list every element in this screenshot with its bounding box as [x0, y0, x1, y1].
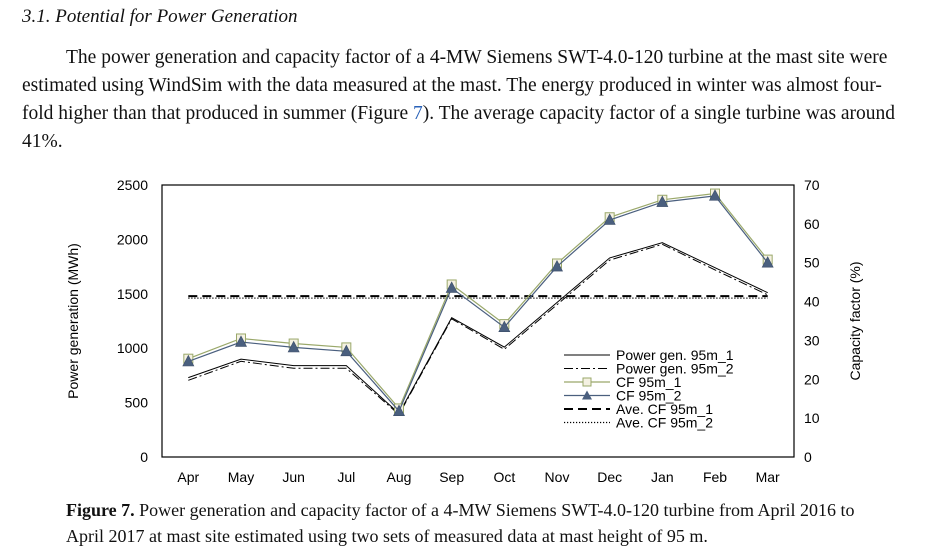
x-tick-label: Mar	[756, 469, 780, 485]
x-tick-label: Jul	[337, 469, 355, 485]
data-point-triangle	[235, 335, 247, 347]
figure-caption: Figure 7. Power generation and capacity …	[66, 497, 886, 549]
y-tick-label: 500	[125, 395, 149, 411]
x-tick-label: Apr	[177, 469, 199, 485]
data-point-triangle	[603, 213, 616, 225]
y2-tick-label: 10	[804, 410, 820, 426]
x-tick-label: Nov	[545, 469, 570, 485]
legend-marker-square	[582, 377, 592, 387]
body-paragraph: The power generation and capacity factor…	[22, 44, 912, 156]
y2-tick-label: 30	[804, 332, 820, 348]
data-point-triangle	[182, 354, 195, 367]
y2-tick-label: 20	[804, 371, 820, 387]
x-tick-label: Dec	[597, 469, 622, 485]
paragraph-text-part1: The power generation and capacity factor…	[22, 47, 888, 124]
series-line	[188, 195, 769, 413]
figure-caption-label: Figure 7.	[66, 500, 135, 520]
series-layer	[182, 188, 774, 416]
x-tick-label: Feb	[703, 469, 727, 485]
data-point-triangle	[287, 340, 300, 353]
y2-tick-label: 0	[804, 449, 812, 465]
data-point-triangle	[656, 195, 669, 207]
x-tick-label: Jun	[282, 469, 305, 485]
x-tick-label: Sep	[439, 469, 464, 485]
y2-tick-label: 70	[804, 177, 820, 193]
data-point-triangle	[498, 320, 511, 333]
legend-label: Power gen. 95m_1	[616, 347, 734, 363]
data-point-triangle	[551, 259, 563, 272]
y2-tick-label: 60	[804, 216, 820, 232]
data-point-triangle	[761, 256, 774, 268]
x-axis-ticks: Apr May Jun Jul Aug Sep Oct Nov Dec Jan Feb Mar	[177, 469, 780, 485]
legend-label: CF 95m_2	[616, 388, 682, 404]
y-axis-label: Power generation (MWh)	[65, 243, 81, 399]
y2-tick-label: 50	[804, 255, 820, 271]
series-line	[188, 242, 768, 415]
data-point-triangle	[445, 281, 458, 293]
legend-label: Power gen. 95m_2	[616, 361, 734, 377]
x-tick-label: Aug	[387, 469, 412, 485]
y-tick-label: 1500	[117, 286, 148, 302]
plot-frame	[161, 184, 795, 458]
series-line	[188, 192, 769, 410]
data-point-triangle	[340, 344, 353, 357]
x-tick-label: May	[228, 469, 254, 485]
data-point-triangle	[709, 189, 721, 201]
y-tick-label: 0	[140, 449, 148, 465]
paragraph-text-part2: ). The average capacity factor of a sing…	[22, 103, 896, 152]
legend-label: Ave. CF 95m_2	[616, 415, 713, 431]
data-point-triangle	[393, 404, 405, 416]
x-tick-label: Jan	[651, 469, 674, 485]
y-tick-label: 2000	[117, 231, 148, 247]
y-tick-label: 1000	[117, 340, 148, 356]
legend-marker-triangle	[582, 390, 592, 400]
section-heading: 3.1. Potential for Power Generation	[22, 6, 298, 27]
legend-label: CF 95m_1	[616, 374, 682, 390]
figure-caption-text: Power generation and capacity factor of …	[66, 500, 855, 546]
figure-reference-link[interactable]: 7	[413, 103, 423, 124]
y-tick-label: 2500	[117, 177, 148, 193]
legend-label: Ave. CF 95m_1	[616, 401, 713, 417]
y2-tick-label: 40	[804, 294, 820, 310]
right-axis-ticks: 0 10 20 30 40 50 60 70	[804, 177, 820, 465]
x-tick-label: Oct	[493, 469, 515, 485]
figure-chart: 0 500 1000 1500 2000 2500 0 10 20 30 40 50 60 70 Apr…	[65, 177, 863, 485]
y2-axis-label: Capacity factor (%)	[847, 261, 863, 380]
left-axis-ticks: 0 500 1000 1500 2000 2500	[117, 177, 148, 465]
